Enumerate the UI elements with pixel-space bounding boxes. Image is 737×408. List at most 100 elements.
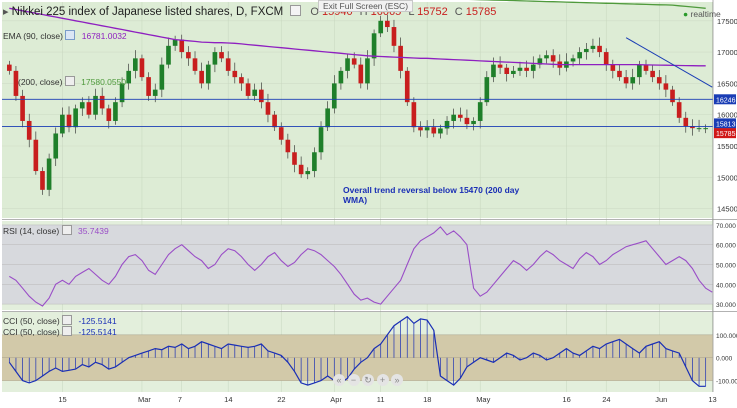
candle-body (40, 171, 45, 190)
rsi-label: RSI (14, close) (3, 226, 60, 236)
y-axis-background (713, 0, 737, 408)
candle-body (504, 67, 510, 74)
candle-body (597, 45, 602, 53)
low-label: L (408, 6, 415, 18)
settings-icon[interactable] (290, 5, 302, 16)
x-tick-label: 16 (562, 395, 570, 404)
y-tick-label: 15000 (717, 173, 737, 182)
candle-body (331, 83, 337, 109)
candle-body (239, 77, 244, 84)
candle-body (192, 58, 198, 71)
candle-body (670, 89, 675, 103)
y-tick-label: 14500 (717, 205, 737, 214)
candle-body (637, 64, 642, 78)
candle-body (676, 102, 682, 118)
candle-body (179, 39, 185, 53)
high-label: H (359, 6, 368, 18)
trend-annotation: Overall trend reversal below 15470 (200 … (343, 185, 519, 205)
reset-icon[interactable]: ↻ (362, 374, 375, 386)
candle-body (537, 58, 543, 65)
zoom-in-icon[interactable]: + (376, 374, 389, 386)
open-label: O (310, 6, 319, 18)
candle-body (477, 102, 483, 121)
x-tick-label: May (476, 395, 490, 404)
zoom-out-icon[interactable]: − (347, 374, 360, 386)
cci-legend-1: CCI (50, close) -125.5141 (3, 315, 117, 326)
candle-body (457, 114, 463, 118)
expand-arrow-icon[interactable]: ▸ (3, 6, 9, 18)
candle-body (20, 95, 25, 121)
settings-icon[interactable] (65, 30, 76, 40)
candle-body (650, 70, 655, 78)
candle-body (643, 64, 649, 71)
candle-body (26, 120, 32, 140)
candle-body (159, 64, 165, 90)
wma-label: (200, close) (18, 77, 63, 87)
x-tick-label: Jun (655, 395, 667, 404)
price-tag-value: 16246 (716, 97, 736, 104)
candle-body (424, 127, 430, 131)
candle-body (511, 70, 516, 74)
x-tick-label: 15 (58, 395, 66, 404)
cci-tick-label: 0.000 (716, 356, 733, 363)
annotation-line-2: WMA) (343, 195, 368, 205)
exit-fullscreen-button[interactable]: Exit Full Screen (ESC) (318, 0, 414, 12)
price-tag (714, 128, 736, 139)
candle-body (166, 45, 171, 65)
y-tick-label: 17000 (717, 48, 737, 57)
candle-body (33, 139, 39, 172)
candle-body (133, 58, 138, 71)
y-tick-label: 16500 (717, 79, 737, 88)
candle-body (365, 58, 370, 84)
candle-body (623, 77, 629, 84)
candle-body (212, 52, 218, 65)
realtime-indicator: ● realtime (683, 9, 721, 19)
ema-value: 16781.0032 (81, 31, 127, 41)
candle-body (617, 70, 622, 78)
scroll-right-icon[interactable]: » (391, 374, 404, 386)
candle-body (696, 128, 702, 130)
candle-body (550, 55, 556, 62)
candle-body (385, 20, 390, 28)
candle-body (690, 126, 695, 129)
low-value: 15752 (417, 6, 448, 18)
trendline (625, 37, 713, 88)
candle-body (517, 67, 523, 71)
candle-body (265, 102, 271, 115)
price-tag (714, 94, 736, 105)
rsi-tick-label: 30.000 (716, 302, 736, 309)
candle-body (113, 102, 118, 121)
settings-icon[interactable] (61, 225, 72, 235)
cci-value-1: -125.5141 (78, 316, 117, 326)
annotation-line-1: Overall trend reversal below 15470 (200 … (343, 185, 520, 195)
realtime-label: realtime (690, 9, 721, 19)
candle-body (252, 89, 258, 96)
settings-icon[interactable] (62, 315, 73, 325)
settings-icon[interactable] (64, 76, 75, 86)
candle-body (232, 70, 238, 78)
candle-body (438, 128, 443, 134)
settings-icon[interactable] (62, 326, 73, 336)
rsi-value: 35.7439 (77, 226, 109, 236)
candle-body (186, 52, 191, 59)
candle-body (126, 70, 132, 84)
x-tick-label: 22 (277, 395, 285, 404)
wma-200-line (468, 0, 706, 9)
candle-body (411, 102, 417, 128)
candle-body (663, 83, 669, 90)
candle-body (225, 58, 231, 71)
candle-body (491, 64, 496, 78)
candle-body (13, 70, 19, 96)
candle-body (577, 52, 582, 59)
candle-body (683, 117, 689, 127)
candle-body (544, 55, 549, 59)
y-tick-label: 17500 (717, 17, 737, 26)
candle-body (451, 114, 456, 121)
wma-legend: (200, close) 17580.0550 (18, 76, 126, 87)
wma-value: 17580.0550 (81, 77, 127, 87)
candle-body (484, 77, 490, 103)
candle-body (603, 52, 609, 65)
candle-body (73, 108, 78, 128)
scroll-left-icon[interactable]: « (333, 374, 345, 386)
